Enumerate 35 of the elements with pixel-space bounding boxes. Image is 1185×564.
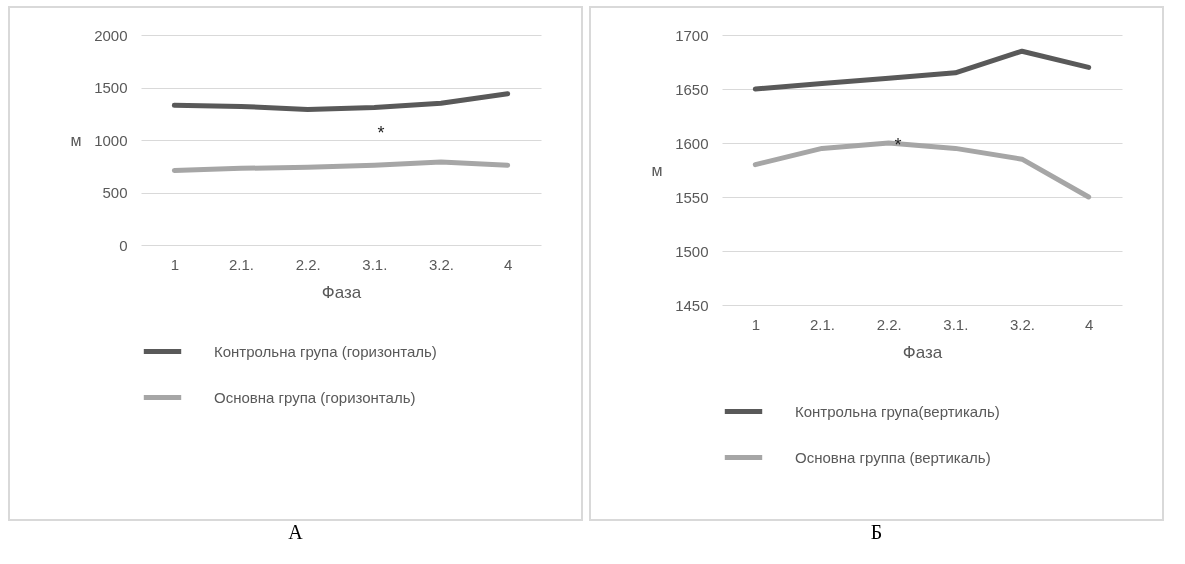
- annotation: *: [377, 122, 385, 143]
- y-tick-label: 500: [102, 184, 128, 201]
- x-tick-label: 4: [1084, 315, 1094, 333]
- y-tick-label: 1700: [675, 26, 709, 44]
- y-axis-title: м: [70, 131, 82, 149]
- x-tick-label: 3.2.: [1009, 315, 1036, 333]
- x-tick-label: 3.1.: [943, 315, 969, 333]
- x-tick-label: 2.2.: [876, 315, 902, 333]
- legend-label: Основна группа (вертикаль): [795, 448, 991, 466]
- x-tick-label: 1: [170, 255, 180, 273]
- x-tick-label: 2.1.: [228, 255, 255, 273]
- y-tick-label: 1000: [94, 131, 128, 149]
- y-tick-label: 1650: [675, 80, 709, 98]
- y-axis-title: м: [651, 161, 663, 179]
- y-tick-label: 1550: [675, 188, 709, 206]
- y-tick-label: 0: [119, 236, 128, 254]
- x-axis-title: Фаза: [902, 342, 943, 362]
- text: Б: [869, 521, 884, 544]
- x-tick-label: 1: [751, 315, 761, 333]
- x-tick-label: 2.1.: [809, 315, 836, 333]
- y-tick-label: 1450: [675, 296, 709, 314]
- legend-label: Контрольна група (горизонталь): [214, 342, 437, 360]
- x-axis-title: Фаза: [321, 282, 362, 302]
- annotation: *: [894, 134, 902, 155]
- x-tick-label: 3.2.: [428, 255, 455, 273]
- legend-label: Контрольна група(вертикаль): [795, 402, 1000, 420]
- y-tick-label: 1600: [675, 134, 709, 152]
- y-tick-label: 2000: [94, 26, 128, 44]
- y-tick-label: 1500: [94, 79, 128, 96]
- x-tick-label: 2.2.: [295, 255, 321, 273]
- text: А: [287, 521, 304, 544]
- legend-label: Основна група (горизонталь): [214, 388, 416, 406]
- x-tick-label: 3.1.: [362, 255, 388, 273]
- x-tick-label: 4: [503, 255, 513, 273]
- y-tick-label: 1500: [675, 242, 709, 260]
